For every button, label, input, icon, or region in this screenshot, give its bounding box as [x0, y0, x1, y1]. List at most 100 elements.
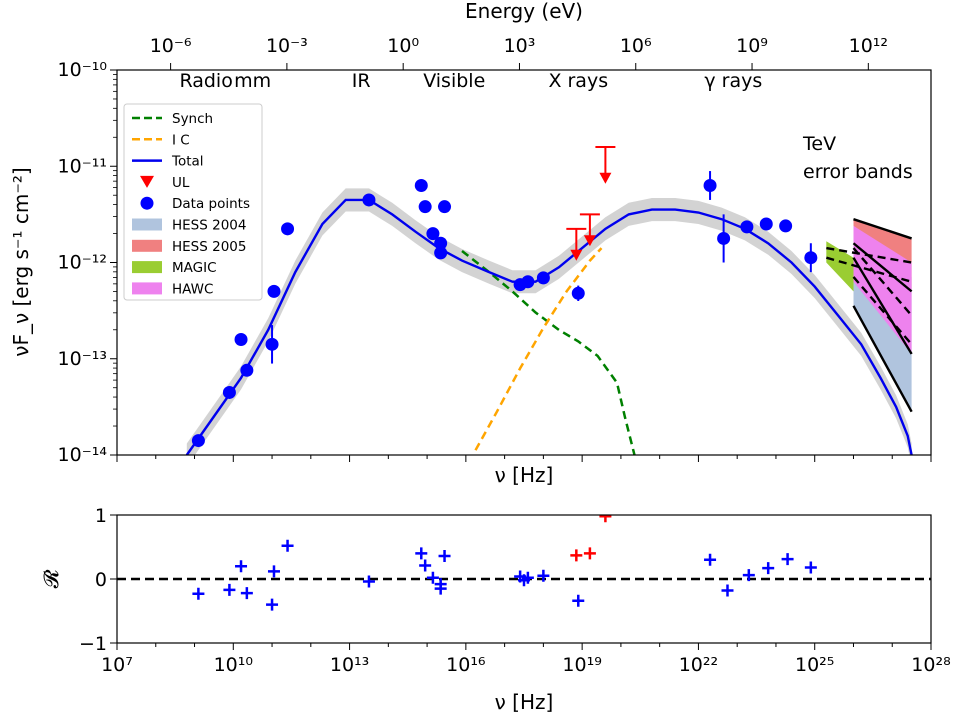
tev-annotation: TeV error bands: [802, 133, 913, 183]
legend-label: I C: [172, 132, 190, 148]
data-point: [571, 286, 585, 300]
residual-marker: [781, 553, 794, 566]
residual-marker: [762, 562, 775, 575]
residual-marker: [426, 571, 439, 584]
residual-panel: 10⁷ 10¹⁰ 10¹³ 10¹⁶ 10¹⁹ 10²² 10²⁵ 10²⁸ 1 0 −1 ν [H…: [39, 505, 951, 714]
residual-marker: [742, 569, 755, 582]
legend-label: HESS 2004: [172, 218, 246, 234]
legend-swatch-triangle: [140, 175, 154, 188]
data-point: [804, 251, 818, 265]
data-point: [222, 385, 236, 399]
residual-marker: [235, 560, 248, 573]
data-point: [438, 200, 452, 214]
legend-label: UL: [172, 175, 190, 191]
legend-swatch-patch: [132, 282, 162, 295]
legend-swatch-patch: [132, 239, 162, 252]
tev-band-hawc: [853, 225, 912, 354]
data-point: [362, 193, 376, 207]
tev-line: [826, 256, 912, 283]
legend-label: Data points: [172, 196, 250, 212]
curve-i-c: [474, 247, 603, 451]
tev-line: [852, 242, 913, 293]
tev-line: [852, 247, 913, 317]
data-point: [740, 220, 754, 234]
annotation-line-2: error bands: [803, 161, 913, 183]
residual-x-tick-label: 10¹⁶: [446, 654, 485, 676]
residual-y-tick-label: 1: [95, 505, 107, 527]
main-y-tick-label: 10⁻¹⁰: [58, 59, 107, 81]
data-point: [265, 337, 279, 351]
data-point: [434, 246, 448, 260]
main-x-axis-label: ν [Hz]: [495, 463, 554, 487]
residual-marker: [240, 587, 253, 600]
band-label: Visible: [423, 70, 485, 92]
residual-x-tick-label: 10²⁸: [911, 654, 950, 676]
band-label: γ rays: [704, 70, 762, 92]
residual-marker: [537, 569, 550, 582]
main-y-tick-label: 10⁻¹⁴: [58, 444, 108, 466]
residual-x-tick-label: 10⁷: [101, 654, 133, 676]
upper-limit-arrow: [599, 172, 612, 184]
data-point: [703, 179, 717, 192]
top-axis-tick-label: 10⁹: [736, 35, 768, 57]
residual-x-tick-label: 10²²: [679, 654, 718, 676]
data-point: [536, 271, 550, 285]
band-label: Radio: [179, 70, 232, 92]
residual-marker: [192, 587, 205, 600]
legend-label: MAGIC: [172, 260, 217, 276]
legend-label: Total: [171, 154, 204, 170]
main-panel: 10⁻⁶ 10⁻³ 10⁰ 10³ 10⁶ 10⁹ 10¹² 10⁻¹⁰ 10⁻¹¹ 10⁻¹² 1…: [9, 0, 932, 487]
residual-marker: [419, 559, 432, 572]
data-point: [426, 227, 440, 241]
legend-label: HESS 2005: [172, 239, 246, 255]
top-axis-tick-label: 10⁰: [387, 35, 419, 57]
data-point: [414, 179, 428, 192]
residual-marker: [362, 575, 375, 588]
residual-marker: [521, 571, 534, 584]
residual-marker: [266, 598, 279, 611]
data-point: [418, 200, 432, 214]
residual-marker: [281, 539, 294, 552]
top-axis-label: Energy (eV): [465, 0, 583, 23]
data-point: [281, 222, 295, 236]
residual-marker: [267, 565, 280, 578]
residual-marker: [572, 594, 585, 607]
residual-y-axis-label: 𝓡: [39, 569, 63, 588]
main-y-axis-label: νF_ν [erg s⁻¹ cm⁻²]: [9, 167, 33, 356]
upper-limit-arrow: [570, 249, 583, 261]
residual-x-tick-label: 10¹³: [330, 654, 369, 676]
top-axis-tick-label: 10⁶: [620, 35, 652, 57]
curve-synch: [461, 250, 636, 455]
legend-swatch-patch: [132, 261, 162, 274]
residual-y-tick-label: 0: [95, 569, 107, 591]
tev-band-magic: [826, 241, 854, 292]
main-y-tick-label: 10⁻¹²: [58, 252, 107, 274]
curve-total: [185, 198, 913, 455]
data-point: [759, 217, 773, 231]
annotation-line-1: TeV: [802, 133, 836, 155]
tev-line: [826, 246, 912, 264]
residual-marker: [434, 582, 447, 595]
top-axis-tick-label: 10⁻³: [266, 35, 308, 57]
data-point: [434, 236, 448, 250]
residual-marker: [804, 561, 817, 574]
tev-line: [852, 276, 913, 346]
legend-label: Synch: [172, 111, 213, 127]
data-point: [779, 219, 793, 233]
residual-x-tick-label: 10²⁵: [795, 654, 834, 676]
band-label: X rays: [548, 70, 608, 92]
total-uncertainty-envelope: [186, 188, 912, 455]
band-label: IR: [352, 70, 371, 92]
residual-x-axis-label: ν [Hz]: [495, 690, 554, 714]
residual-marker: [223, 583, 236, 596]
upper-limit-arrow: [583, 235, 596, 247]
data-point: [234, 333, 248, 346]
residual-x-tick-label: 10¹⁰: [214, 654, 253, 676]
data-point: [717, 231, 731, 245]
data-point: [240, 363, 254, 377]
residual-y-tick-label: −1: [79, 633, 107, 655]
legend-swatch-circle: [140, 196, 154, 210]
tev-line: [852, 305, 913, 413]
residual-marker: [415, 547, 428, 560]
